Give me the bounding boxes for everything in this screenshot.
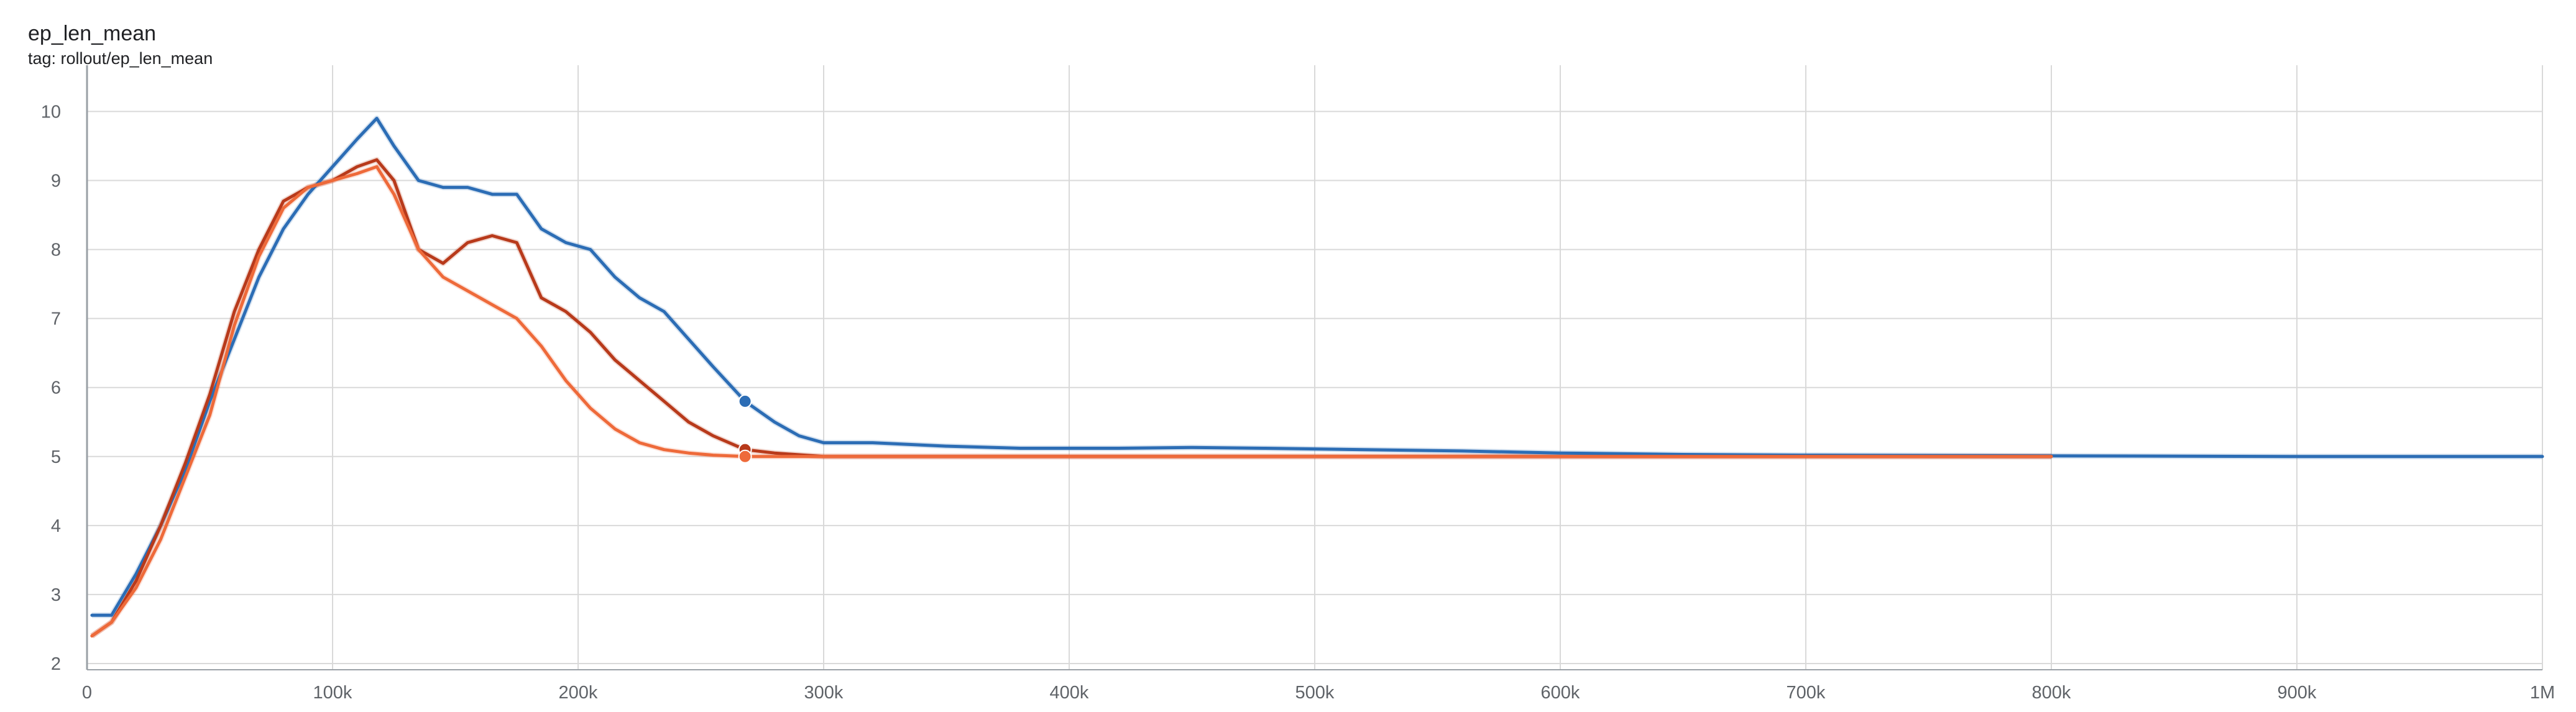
y-tick-label: 2	[51, 654, 61, 674]
series-2-raw-line	[90, 163, 2051, 639]
series-2-marker	[738, 449, 752, 463]
x-tick-label: 400k	[1050, 683, 1089, 703]
raw-series-layer	[90, 116, 2542, 639]
series-2-line	[90, 165, 2053, 638]
axes	[86, 65, 2542, 670]
y-tick-label: 5	[51, 447, 61, 467]
y-tick-label: 7	[51, 309, 61, 329]
x-tick-label: 700k	[1787, 683, 1826, 703]
x-tick-label: 800k	[2032, 683, 2071, 703]
grid	[86, 65, 2543, 670]
x-tick-label: 100k	[313, 683, 352, 703]
y-tick-label: 6	[51, 378, 61, 398]
y-tick-label: 8	[51, 240, 61, 260]
y-tick-label: 4	[51, 516, 61, 536]
chart-title: ep_len_mean	[28, 22, 157, 45]
series-1-raw-line	[90, 157, 2051, 639]
x-tick-label: 300k	[804, 683, 844, 703]
x-tick-label: 1M	[2530, 683, 2555, 703]
series-0-marker	[738, 394, 752, 408]
x-tick-label: 600k	[1541, 683, 1580, 703]
series-0-raw-line	[91, 116, 2542, 618]
y-tick-label: 10	[41, 102, 61, 122]
y-tick-label: 3	[51, 585, 61, 605]
x-tick-label: 0	[82, 683, 92, 703]
tick-label-layer: 2 3 4 5 6 7 8 9 10 0 100k 200k 300k 400k 500k 600k 700k 8…	[41, 102, 2555, 703]
x-tick-label: 200k	[559, 683, 598, 703]
series-1-line	[90, 158, 2053, 638]
y-tick-label: 9	[51, 171, 61, 191]
x-tick-label: 500k	[1295, 683, 1335, 703]
series-layer	[90, 117, 2544, 638]
marker-layer	[738, 394, 752, 463]
chart-tag: tag: rollout/ep_len_mean	[28, 49, 213, 68]
chart-header: ep_len_mean tag: rollout/ep_len_mean	[28, 20, 213, 70]
series-0-line	[90, 117, 2544, 617]
x-tick-label: 900k	[2278, 683, 2317, 703]
